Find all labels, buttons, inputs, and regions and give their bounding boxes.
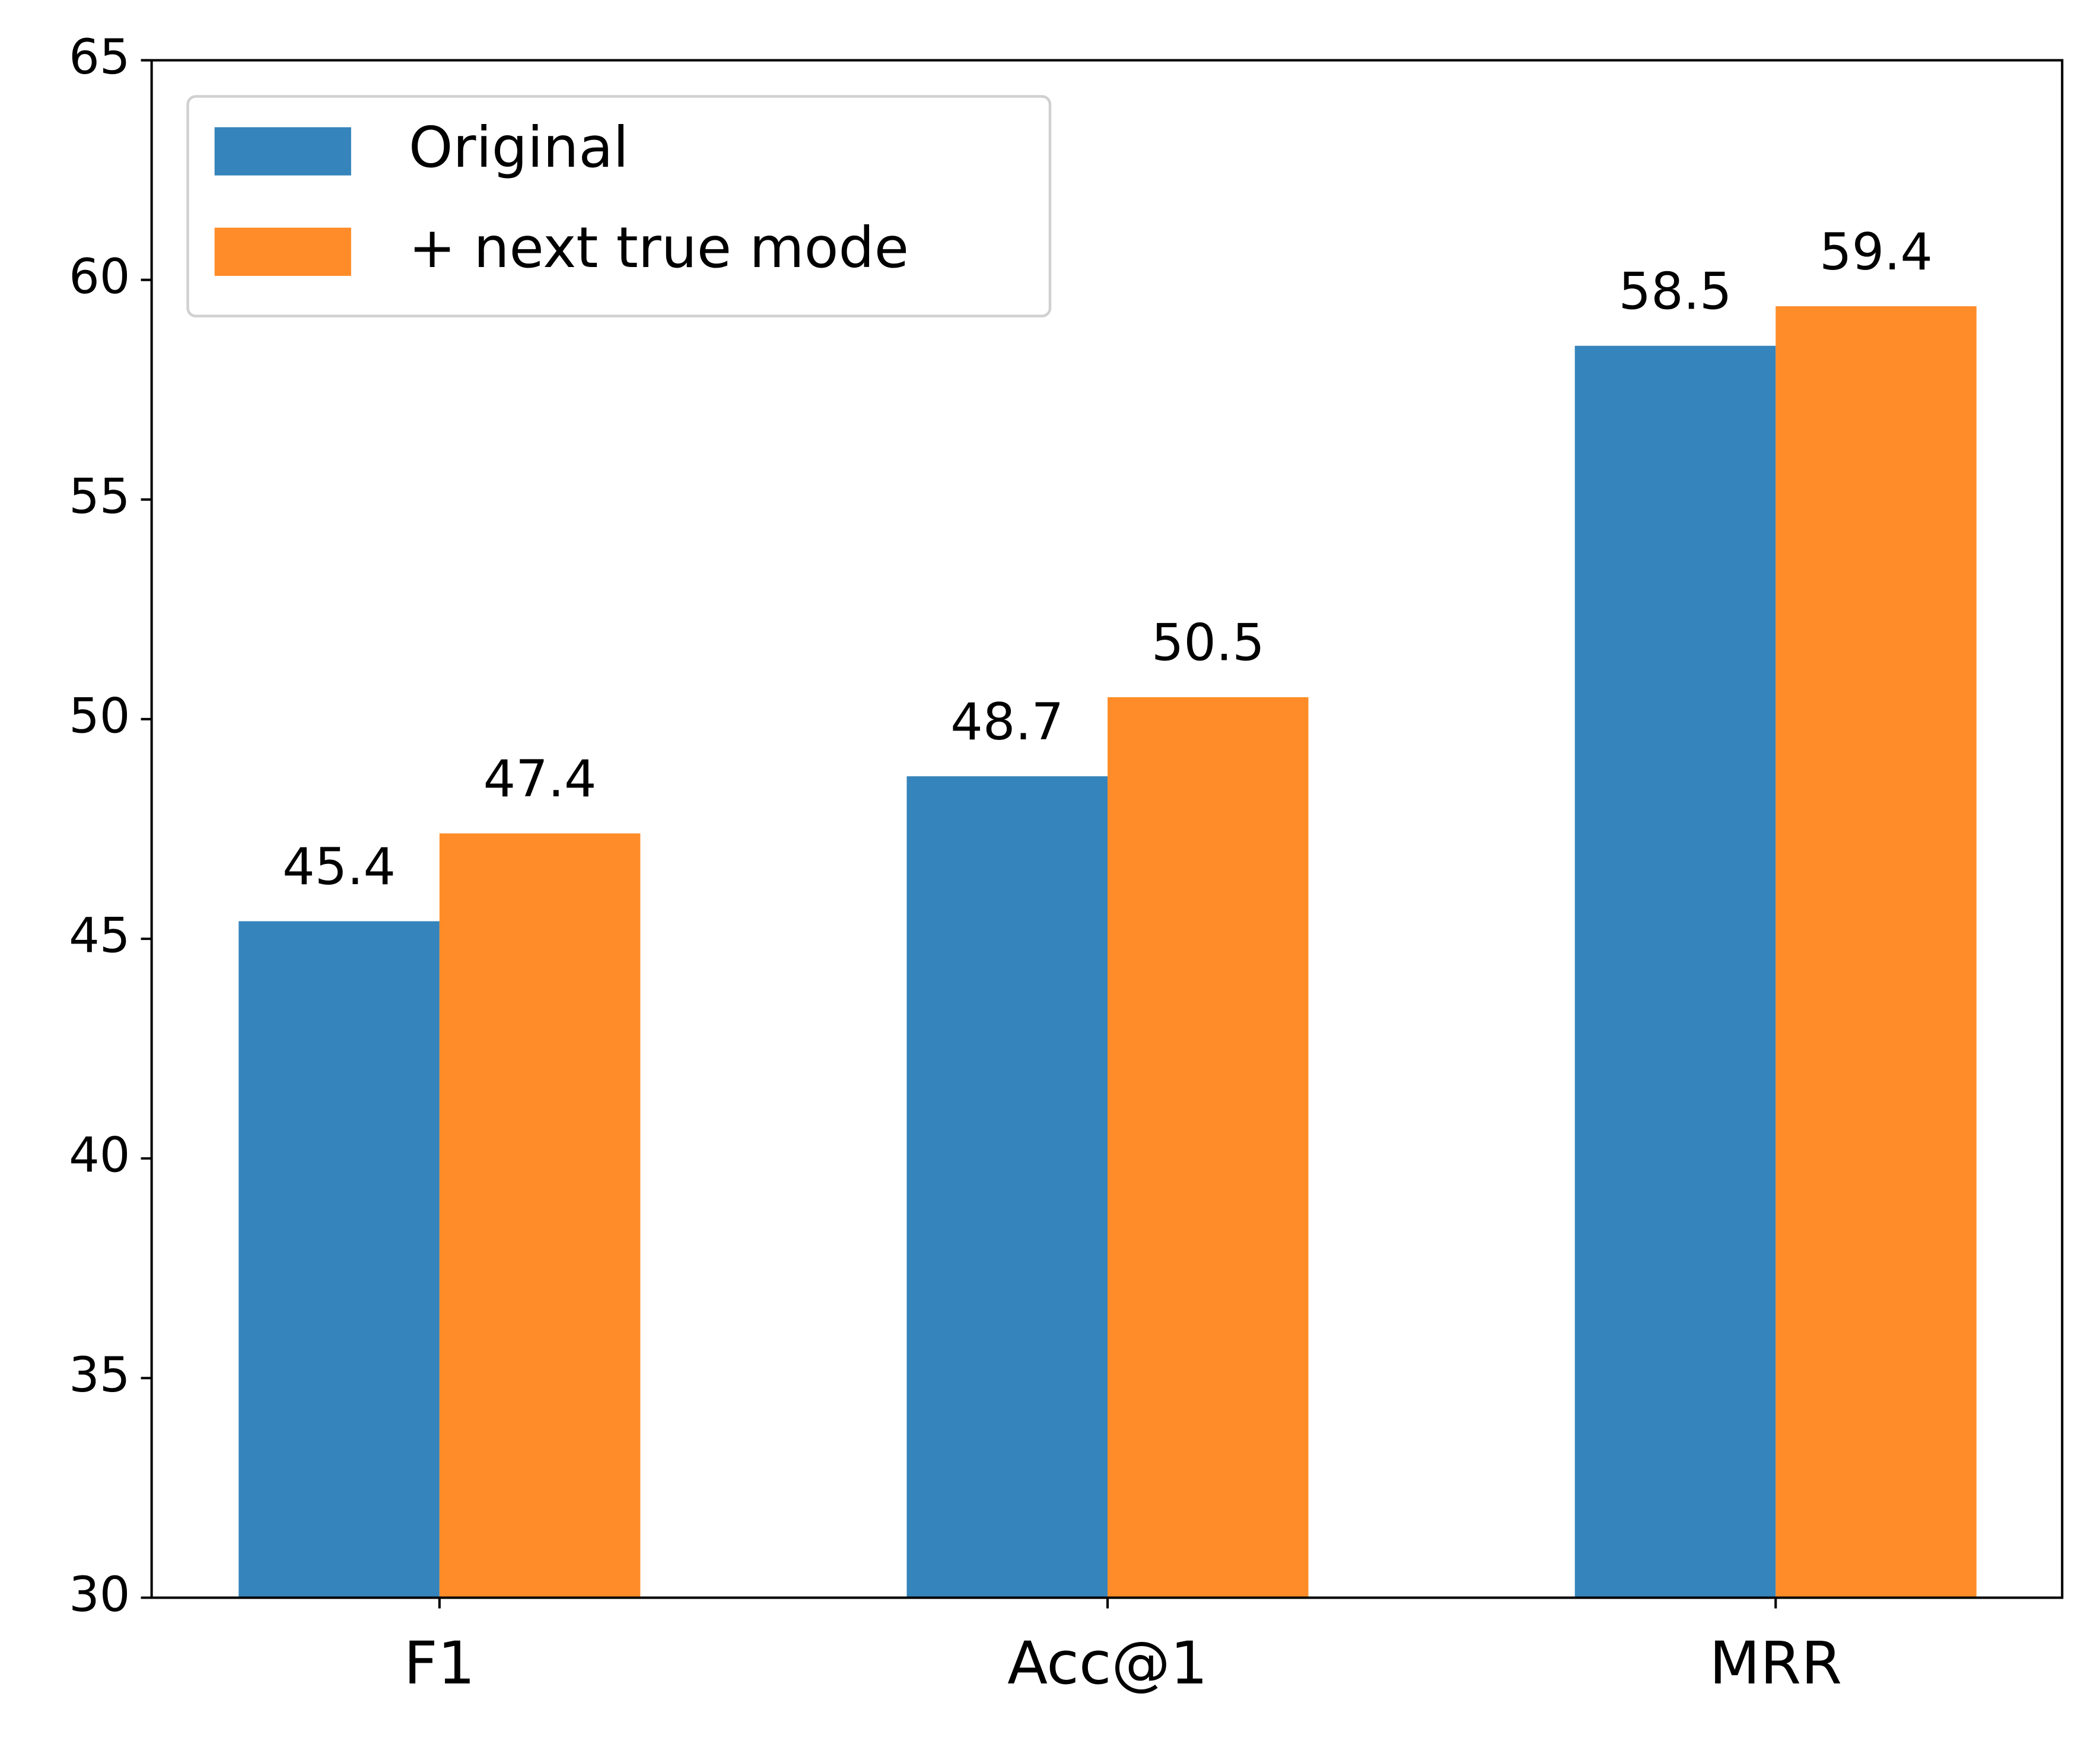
bar — [238, 921, 440, 1598]
value-label: 47.4 — [483, 749, 597, 809]
bar — [1108, 697, 1309, 1598]
x-tick-label: Acc@1 — [1007, 1629, 1208, 1698]
y-tick-label: 45 — [69, 908, 130, 964]
value-label: 59.4 — [1819, 223, 1933, 282]
y-tick-label: 30 — [69, 1567, 130, 1623]
legend-swatch — [214, 227, 351, 276]
legend-label: + next true mode — [409, 215, 909, 281]
legend: Original + next true mode — [186, 95, 1052, 317]
value-label: 50.5 — [1151, 614, 1265, 673]
value-label: 48.7 — [950, 692, 1064, 752]
legend-label: Original — [409, 115, 629, 180]
y-tick-label: 60 — [69, 249, 130, 305]
y-tick-label: 50 — [69, 688, 130, 744]
x-tick-label: F1 — [404, 1629, 475, 1698]
legend-frame — [186, 95, 1052, 317]
y-tick-label: 40 — [69, 1128, 130, 1184]
bar — [906, 776, 1108, 1598]
bar — [1776, 306, 1977, 1598]
y-tick-label: 35 — [69, 1348, 130, 1403]
bar — [1574, 345, 1776, 1598]
legend-swatch — [214, 127, 351, 176]
x-tick-label: MRR — [1709, 1629, 1842, 1698]
bar — [439, 833, 641, 1598]
value-label: 58.5 — [1619, 262, 1732, 321]
axes-frame — [150, 59, 2064, 1599]
plot-area: 30 35 40 45 50 55 60 65 F1 45.4 47.4 Acc@1 48.7 50.5 M… — [69, 30, 1977, 1698]
y-tick-label: 65 — [69, 30, 130, 85]
y-tick-label: 55 — [69, 469, 130, 525]
value-label: 45.4 — [282, 837, 396, 897]
